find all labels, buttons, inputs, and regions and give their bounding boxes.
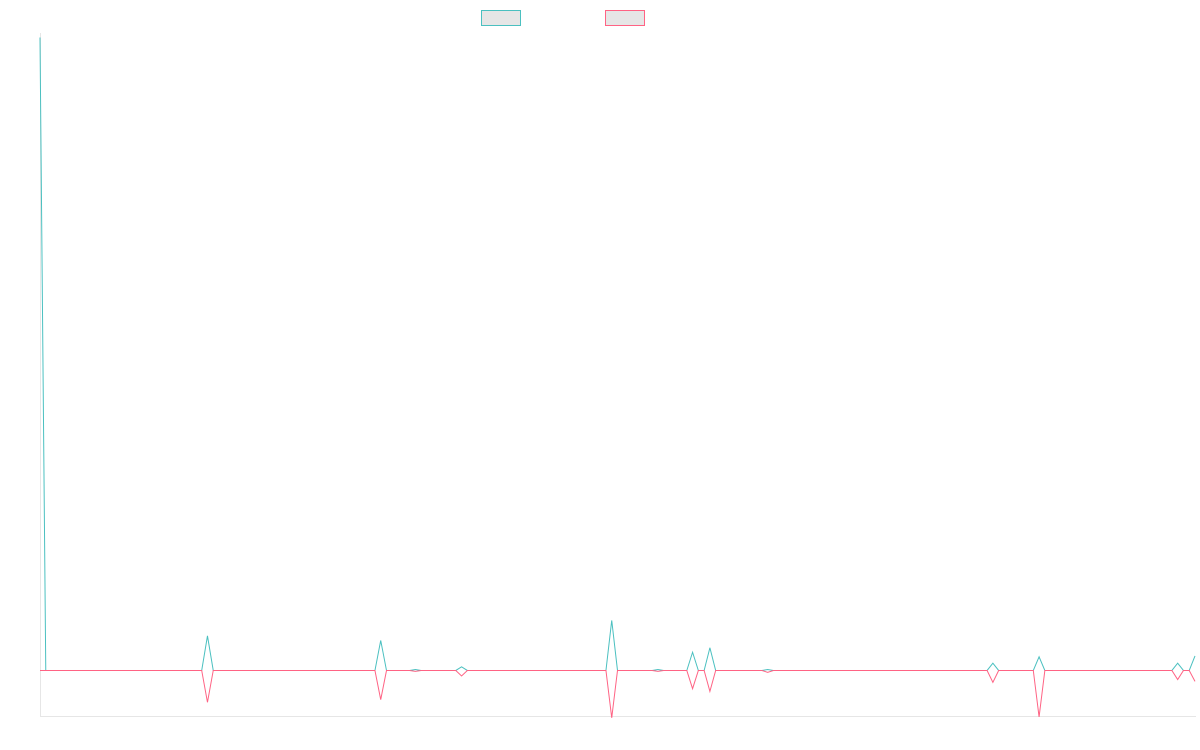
axes (40, 33, 1196, 717)
series-line-2 (40, 669, 1196, 718)
series-line-1 (39, 37, 1196, 671)
legend (481, 10, 645, 26)
series-layer (39, 37, 1196, 718)
legend-swatch-1[interactable] (481, 10, 521, 26)
legend-swatch-2[interactable] (605, 10, 645, 26)
